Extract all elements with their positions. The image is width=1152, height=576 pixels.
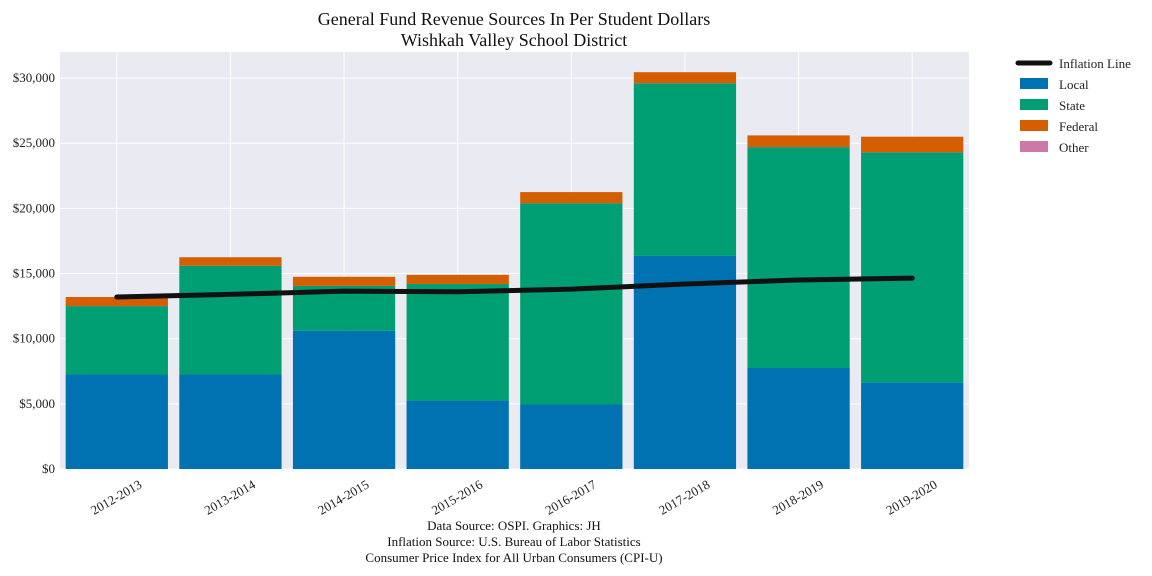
- bar-state-2018-2019: [747, 147, 850, 369]
- footer-cpi-note: Consumer Price Index for All Urban Consu…: [365, 550, 662, 565]
- bars: [65, 72, 964, 469]
- y-tick-label-6: $30,000: [13, 70, 55, 85]
- bar-federal-2013-2014: [179, 257, 282, 266]
- bar-state-2012-2013: [65, 306, 168, 375]
- bar-federal-2015-2016: [406, 274, 509, 284]
- legend-swatch-federal: [1020, 120, 1048, 131]
- bar-state-2017-2018: [633, 83, 737, 256]
- legend: Inflation Line Local State Federal Other: [1015, 56, 1131, 155]
- x-axis-ticks: 2012-2013 2013-2014 2014-2015 2015-2016 2016…: [88, 476, 940, 517]
- legend-swatch-other: [1020, 141, 1048, 152]
- x-tick-label-4: 2016-2017: [543, 476, 600, 517]
- footer-inflation-source: Inflation Source: U.S. Bureau of Labor S…: [387, 534, 640, 549]
- bar-state-2015-2016: [406, 283, 509, 401]
- bar-federal-2016-2017: [520, 192, 623, 204]
- bar-local-2014-2015: [292, 330, 396, 469]
- y-tick-label-5: $25,000: [13, 135, 55, 150]
- footer-data-source: Data Source: OSPI. Graphics: JH: [427, 518, 601, 533]
- y-tick-label-1: $5,000: [19, 396, 55, 411]
- legend-swatch-local: [1020, 78, 1048, 89]
- x-tick-label-5: 2017-2018: [656, 477, 712, 518]
- bar-federal-2018-2019: [747, 135, 850, 148]
- x-tick-label-1: 2013-2014: [202, 476, 259, 517]
- inflation-line-layer: [114, 275, 915, 300]
- bar-federal-2012-2013: [65, 296, 168, 307]
- bar-federal-2017-2018: [633, 72, 737, 84]
- legend-label-state: State: [1059, 98, 1085, 113]
- bar-local-2013-2014: [179, 374, 282, 469]
- legend-label-local: Local: [1059, 77, 1089, 92]
- bar-local-2015-2016: [406, 400, 509, 469]
- bar-local-2017-2018: [633, 255, 737, 469]
- x-tick-label-0: 2012-2013: [88, 477, 144, 518]
- y-tick-label-3: $15,000: [13, 266, 55, 281]
- bar-local-2016-2017: [520, 404, 623, 469]
- y-tick-label-2: $10,000: [13, 331, 55, 346]
- legend-label-other: Other: [1059, 140, 1089, 155]
- bar-local-2012-2013: [65, 374, 168, 469]
- x-tick-label-7: 2019-2020: [883, 477, 939, 518]
- legend-label-inflation-line: Inflation Line: [1059, 56, 1131, 71]
- bar-state-2013-2014: [179, 265, 282, 375]
- bar-local-2018-2019: [747, 368, 850, 469]
- bar-state-2016-2017: [520, 203, 623, 405]
- bar-state-2019-2020: [861, 152, 964, 383]
- bar-federal-2019-2020: [861, 136, 964, 153]
- bar-federal-2014-2015: [292, 276, 396, 286]
- legend-swatch-state: [1020, 99, 1048, 110]
- x-tick-label-3: 2015-2016: [429, 476, 486, 517]
- legend-label-federal: Federal: [1059, 119, 1098, 134]
- x-tick-label-6: 2018-2019: [770, 477, 826, 518]
- bar-local-2019-2020: [861, 382, 964, 469]
- chart-subtitle: Wishkah Valley School District: [401, 30, 627, 50]
- inflation-line: [114, 275, 915, 300]
- x-tick-label-2: 2014-2015: [315, 477, 371, 518]
- y-tick-label-4: $20,000: [13, 200, 55, 215]
- chart-title: General Fund Revenue Sources In Per Stud…: [318, 9, 710, 29]
- y-tick-label-0: $0: [42, 461, 55, 476]
- y-axis-ticks: $0 $5,000 $10,000 $15,000 $20,000 $25,000 $30,…: [13, 70, 55, 476]
